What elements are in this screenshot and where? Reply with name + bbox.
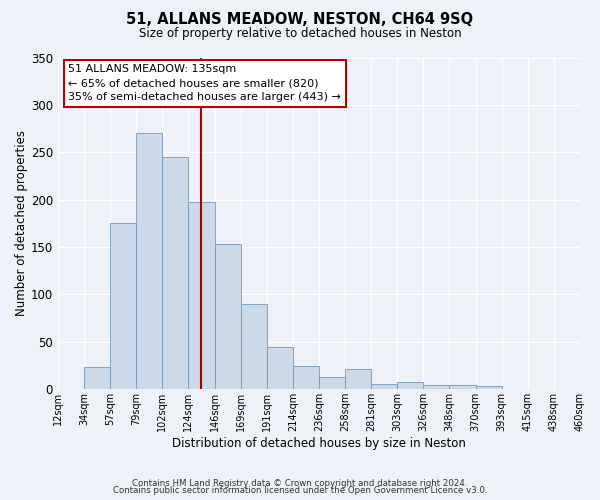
Bar [371,384,397,390]
Bar [345,370,371,390]
Bar [241,304,267,390]
Bar [424,384,449,390]
Text: Contains HM Land Registry data © Crown copyright and database right 2024.: Contains HM Land Registry data © Crown c… [132,478,468,488]
Bar [84,366,110,390]
Y-axis label: Number of detached properties: Number of detached properties [15,130,28,316]
Bar [110,224,136,390]
Bar [267,346,293,390]
Text: 51, ALLANS MEADOW, NESTON, CH64 9SQ: 51, ALLANS MEADOW, NESTON, CH64 9SQ [127,12,473,28]
Bar [136,134,163,390]
Bar [449,386,476,390]
Bar [476,386,502,390]
X-axis label: Distribution of detached houses by size in Neston: Distribution of detached houses by size … [172,437,466,450]
Bar [188,202,215,390]
Bar [163,157,188,390]
Bar [319,377,345,390]
Bar [215,244,241,390]
Bar [293,366,319,390]
Text: Size of property relative to detached houses in Neston: Size of property relative to detached ho… [139,28,461,40]
Bar [397,382,424,390]
Text: 51 ALLANS MEADOW: 135sqm
← 65% of detached houses are smaller (820)
35% of semi-: 51 ALLANS MEADOW: 135sqm ← 65% of detach… [68,64,341,102]
Text: Contains public sector information licensed under the Open Government Licence v3: Contains public sector information licen… [113,486,487,495]
